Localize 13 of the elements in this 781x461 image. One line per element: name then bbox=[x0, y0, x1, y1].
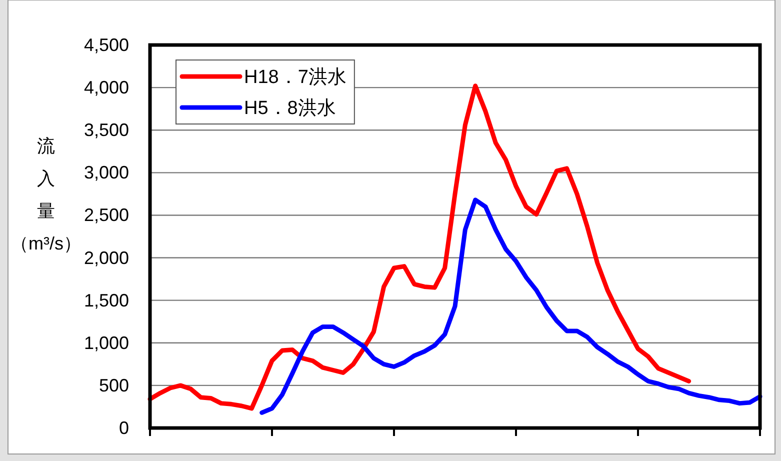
y-tick-label: 1,000 bbox=[84, 332, 129, 353]
legend-label: H5．8洪水 bbox=[244, 98, 336, 119]
y-tick-label: 2,000 bbox=[84, 248, 129, 268]
y-axis-title: 流入量（m³/s） bbox=[10, 136, 82, 254]
y-tick-label: 3,000 bbox=[84, 162, 129, 183]
y-tick-label: 0 bbox=[118, 418, 129, 438]
y-tick-label: 4,500 bbox=[84, 35, 129, 55]
y-tick-label: 4,000 bbox=[84, 78, 129, 98]
y-tick-label: 3,500 bbox=[84, 120, 129, 140]
y-tick-label: 1,500 bbox=[84, 290, 129, 310]
y-tick-label: 500 bbox=[98, 375, 129, 396]
legend-label: H18．7洪水 bbox=[244, 67, 346, 88]
y-tick-label: 2,500 bbox=[84, 205, 129, 226]
